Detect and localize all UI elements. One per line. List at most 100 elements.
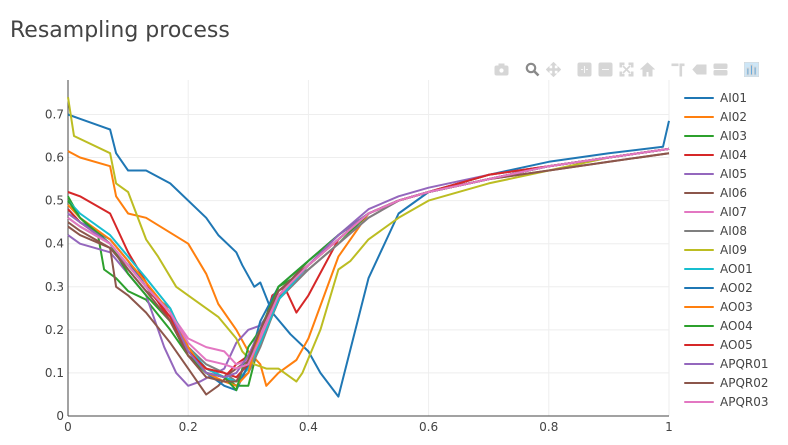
y-tick-label: 0 [56, 409, 64, 423]
series-line-ai09[interactable] [67, 97, 670, 383]
legend-label: APQR02 [720, 375, 769, 390]
y-tick-label: 0.2 [45, 323, 64, 337]
legend-item-apqr03[interactable]: APQR03 [684, 392, 769, 411]
series-line-apqr02[interactable] [67, 152, 670, 383]
legend-swatch [684, 267, 714, 270]
legend-item-ai01[interactable]: AI01 [684, 88, 769, 107]
pan-icon [546, 61, 561, 77]
series-line-ai06[interactable] [67, 152, 670, 396]
legend-label: AI01 [720, 90, 748, 105]
legend-swatch [684, 305, 714, 308]
series-line-ai04[interactable] [67, 147, 670, 379]
legend-swatch [684, 229, 714, 232]
legend-label: AI07 [720, 204, 748, 219]
legend-label: AO02 [720, 280, 753, 295]
pan-button[interactable] [544, 60, 563, 78]
chart-plot-area[interactable]: 0 0.1 0.2 0.3 0.4 0.5 0.6 0.7 0 0.2 0.4 0.6 0.8 1 [0, 0, 680, 445]
zoom-out-button[interactable] [596, 60, 615, 78]
x-tick-label: 0.2 [179, 420, 198, 434]
series-line-ai08[interactable] [67, 147, 670, 383]
zoom-icon [525, 62, 540, 76]
series-line-ai05[interactable] [67, 147, 670, 387]
y-tick-label: 0.6 [45, 151, 64, 165]
y-tick-label: 0.4 [45, 237, 64, 251]
legend-item-ai09[interactable]: AI09 [684, 240, 769, 259]
legend-item-apqr02[interactable]: APQR02 [684, 373, 769, 392]
zoom-in-button[interactable] [575, 60, 594, 78]
legend-swatch [684, 115, 714, 118]
legend-item-ao02[interactable]: AO02 [684, 278, 769, 297]
legend-swatch [684, 362, 714, 365]
hover-closest-button[interactable] [690, 60, 709, 78]
download-plot-button[interactable] [492, 60, 511, 78]
y-tick-label: 0.3 [45, 280, 64, 294]
y-tick-label: 0.5 [45, 194, 64, 208]
x-tick-label: 0.8 [539, 420, 558, 434]
modebar [492, 60, 761, 80]
autoscale-icon [619, 62, 634, 76]
y-tick-label: 0.1 [45, 366, 64, 380]
hover-compare-button[interactable] [711, 60, 730, 78]
legend-item-apqr01[interactable]: APQR01 [684, 354, 769, 373]
legend-label: AO05 [720, 337, 753, 352]
reset-axes-button[interactable] [638, 60, 657, 78]
series-line-apqr03[interactable] [67, 147, 670, 370]
legend-swatch [684, 248, 714, 251]
spike-lines-button[interactable] [669, 60, 688, 78]
chart-title: Resampling process [10, 18, 230, 43]
legend-label: AI05 [720, 166, 748, 181]
series-line-apqr01[interactable] [67, 147, 670, 379]
legend-swatch [684, 286, 714, 289]
hover-compare-icon [713, 63, 728, 75]
series-line-ao05[interactable] [67, 147, 670, 379]
legend-swatch [684, 210, 714, 213]
x-tick-label: 1 [665, 420, 673, 434]
legend-item-ai06[interactable]: AI06 [684, 183, 769, 202]
legend-swatch [684, 172, 714, 175]
legend-item-ao05[interactable]: AO05 [684, 335, 769, 354]
x-tick-label: 0.4 [299, 420, 318, 434]
zoom-out-icon [598, 62, 613, 76]
series-line-ai02[interactable] [67, 147, 670, 387]
legend-label: AI08 [720, 223, 748, 238]
legend-swatch [684, 153, 714, 156]
legend-label: AI02 [720, 109, 748, 124]
legend-label: AO01 [720, 261, 753, 276]
legend-swatch [684, 134, 714, 137]
legend-item-ao01[interactable]: AO01 [684, 259, 769, 278]
legend-swatch [684, 96, 714, 99]
series-line-ao03[interactable] [67, 147, 670, 387]
legend-item-ai03[interactable]: AI03 [684, 126, 769, 145]
hover-closest-icon [692, 64, 707, 74]
tick-labels: 0 0.1 0.2 0.3 0.4 0.5 0.6 0.7 0 0.2 0.4 0.6 0.8 1 [45, 107, 673, 434]
legend-swatch [684, 343, 714, 346]
series-line-ao02[interactable] [67, 147, 670, 392]
legend-item-ai08[interactable]: AI08 [684, 221, 769, 240]
legend-item-ao03[interactable]: AO03 [684, 297, 769, 316]
legend-item-ao04[interactable]: AO04 [684, 316, 769, 335]
legend-label: AO03 [720, 299, 753, 314]
legend-item-ai07[interactable]: AI07 [684, 202, 769, 221]
legend: AI01 AI02 AI03 AI04 AI05 AI06 AI07 AI08 AI09 AO01… [684, 88, 769, 411]
gridlines [68, 80, 670, 416]
legend-item-ai05[interactable]: AI05 [684, 164, 769, 183]
autoscale-button[interactable] [617, 60, 636, 78]
legend-label: AI04 [720, 147, 748, 162]
legend-item-ai02[interactable]: AI02 [684, 107, 769, 126]
legend-item-ai04[interactable]: AI04 [684, 145, 769, 164]
camera-icon [494, 63, 509, 75]
legend-swatch [684, 324, 714, 327]
series-lines [67, 97, 670, 398]
modebar-group-gap [732, 60, 740, 80]
legend-label: APQR03 [720, 394, 769, 409]
x-tick-label: 0.6 [419, 420, 438, 434]
legend-swatch [684, 381, 714, 384]
zoom-button[interactable] [523, 60, 542, 78]
legend-swatch [684, 400, 714, 403]
plotly-logo-button[interactable] [742, 60, 761, 78]
series-line-ao04[interactable] [67, 147, 670, 392]
series-line-ai03[interactable] [67, 147, 670, 387]
plotly-logo-icon [744, 61, 759, 77]
legend-swatch [684, 191, 714, 194]
series-line-ao01[interactable] [67, 147, 670, 383]
